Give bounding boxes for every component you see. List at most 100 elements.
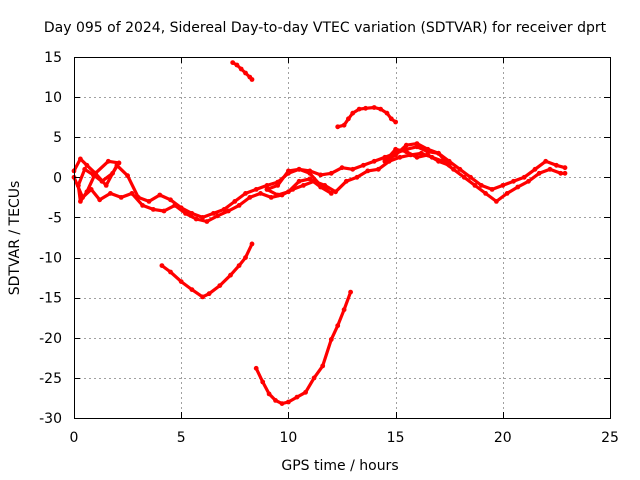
data-point <box>436 158 441 164</box>
data-point <box>172 203 178 208</box>
data-point <box>403 142 409 148</box>
data-point <box>159 263 165 268</box>
data-point <box>311 375 317 381</box>
y-tick-label: -20 <box>39 331 62 347</box>
data-point <box>116 160 122 166</box>
data-point <box>99 178 105 184</box>
data-point <box>228 272 233 278</box>
data-point <box>335 323 341 329</box>
data-point <box>403 149 409 155</box>
data-point <box>472 183 478 188</box>
data-point <box>230 60 236 65</box>
x-tick-label: 10 <box>279 430 297 446</box>
data-point <box>108 191 113 196</box>
data-point <box>554 162 559 168</box>
data-point <box>236 203 242 208</box>
data-point <box>264 183 270 188</box>
data-point <box>461 174 467 180</box>
y-tick-label: -10 <box>39 251 62 267</box>
data-point <box>249 241 255 247</box>
data-point <box>536 170 542 176</box>
data-point <box>178 279 184 284</box>
plot-frame <box>74 57 611 419</box>
data-point <box>296 178 302 184</box>
data-point <box>328 191 334 196</box>
data-point <box>397 154 403 160</box>
chart-title: Day 095 of 2024, Sidereal Day-to-day VTE… <box>44 20 607 36</box>
data-point <box>489 187 495 192</box>
data-point <box>328 170 334 176</box>
data-point <box>511 178 516 184</box>
y-tick-label: 15 <box>44 50 62 66</box>
data-point <box>363 105 368 111</box>
series-arc-deep <box>254 290 353 406</box>
data-point <box>125 173 130 179</box>
data-point <box>150 207 156 212</box>
series-arc-v-left <box>160 242 254 299</box>
data-point <box>303 389 308 395</box>
data-point <box>562 170 568 176</box>
data-point <box>425 146 431 152</box>
data-point <box>318 172 323 178</box>
data-point <box>294 394 300 400</box>
data-point <box>279 401 285 406</box>
data-point <box>296 166 302 172</box>
data-point <box>234 62 240 68</box>
data-point <box>258 191 263 196</box>
grid <box>74 57 610 418</box>
tick-labels: 0 5 10 15 20 25 15 10 5 0 -5 -10 -15 -20 -25 -30 <box>39 50 619 446</box>
data-point <box>266 391 272 397</box>
data-point <box>226 208 231 214</box>
data-point <box>78 199 83 204</box>
data-point <box>238 66 244 72</box>
x-tick-label: 20 <box>494 430 512 446</box>
data-point <box>335 124 341 130</box>
data-point <box>206 291 212 297</box>
data-point <box>346 116 351 122</box>
data-point <box>307 170 313 176</box>
data-point <box>232 199 238 204</box>
data-point <box>286 399 291 405</box>
data-point <box>515 184 521 190</box>
data-point <box>215 213 221 219</box>
data-point <box>504 191 510 196</box>
data-point <box>483 191 488 196</box>
data-point <box>343 178 349 184</box>
data-point <box>393 152 398 158</box>
data-point <box>451 166 456 172</box>
data-point <box>243 70 248 76</box>
data-point <box>247 195 253 200</box>
data-point <box>384 110 390 116</box>
data-point <box>273 398 278 403</box>
data-point <box>105 158 111 164</box>
data-point <box>348 289 353 295</box>
data-point <box>161 208 167 214</box>
data-point <box>75 183 81 188</box>
data-point <box>393 146 398 152</box>
data-point <box>479 183 484 188</box>
data-point <box>286 189 291 195</box>
data-point <box>318 184 323 190</box>
data-point <box>168 269 173 275</box>
data-point <box>532 166 538 172</box>
y-tick-label: -15 <box>39 291 62 307</box>
data-point <box>414 141 420 147</box>
data-point <box>97 197 103 203</box>
data-point <box>84 189 90 195</box>
data-point <box>521 174 527 180</box>
data-point <box>249 77 255 82</box>
x-tick-label: 0 <box>70 430 79 446</box>
data-point <box>146 199 152 204</box>
data-point <box>562 165 568 171</box>
data-point <box>221 207 227 212</box>
ticks <box>74 57 611 419</box>
y-axis-label: SDTVAR / TECUs <box>7 181 23 296</box>
data-point <box>200 294 206 300</box>
data-point <box>236 263 242 268</box>
y-tick-label: -30 <box>39 411 62 427</box>
data-point <box>82 166 88 172</box>
data-point <box>371 105 377 110</box>
data-point <box>500 183 506 188</box>
x-axis-label: GPS time / hours <box>281 458 398 474</box>
data-point <box>301 183 306 188</box>
